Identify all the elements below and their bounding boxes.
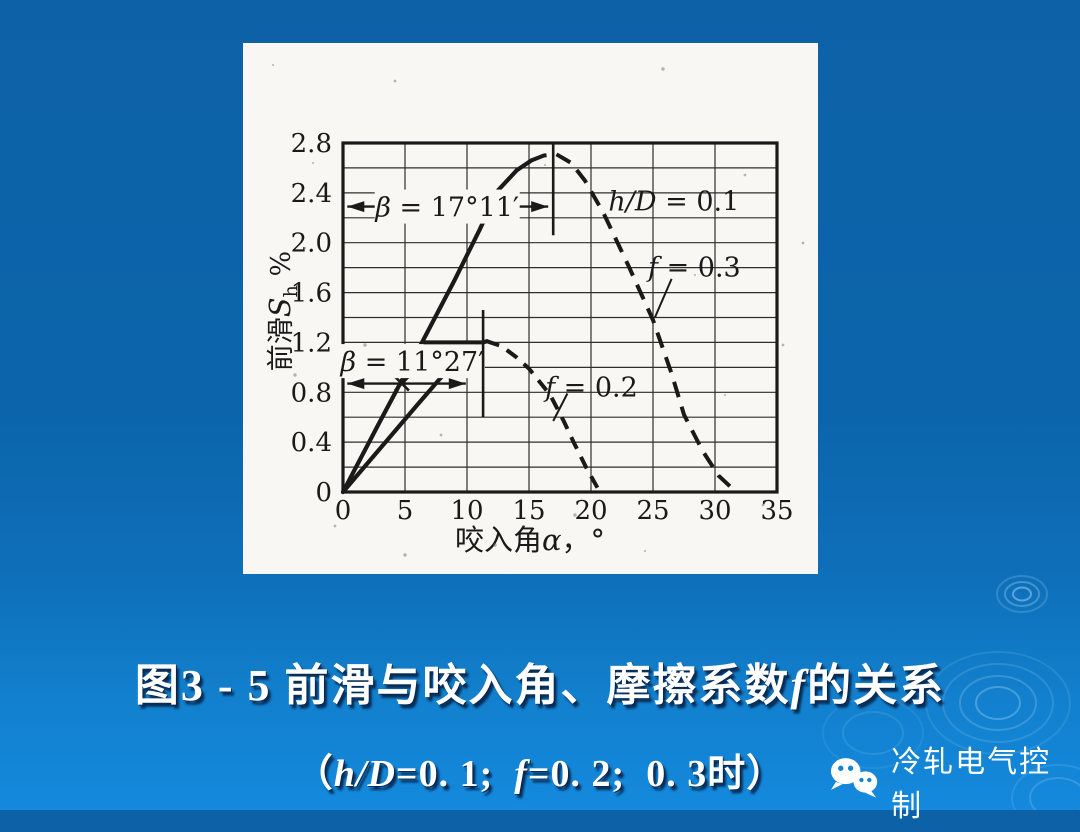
y-tick-label: 2.0: [291, 229, 332, 259]
chart-paper: 0 5 10 15 20 25 30 35 0 0.4 0.8 1.2 1.6 2.0 2.4 2.8 咬入角α…: [243, 43, 818, 574]
x-tick-label: 10: [450, 496, 483, 526]
caption-line-2: （h/D=0. 1; f=0. 2; 0. 3时）: [294, 753, 786, 796]
figure-caption: 图3 - 5 前滑与咬入角、摩擦系数f的关系 （h/D=0. 1; f=0. 2…: [0, 626, 1080, 832]
y-tick-label: 1.2: [291, 328, 332, 358]
y-tick-label: 0.8: [291, 378, 332, 408]
curve-label: h/D = 0.1: [608, 187, 739, 218]
watermark: 冷轧电气控制: [827, 737, 1080, 825]
label-leader-line: [552, 393, 569, 422]
x-tick-label: 15: [512, 496, 545, 526]
x-tick-label: 0: [335, 496, 352, 526]
y-tick-label: 0.4: [291, 428, 332, 458]
y-tick-label: 2.4: [291, 179, 332, 209]
x-tick-label: 20: [574, 496, 607, 526]
x-axis-title: 咬入角α，°: [455, 523, 605, 557]
ripple-decoration: [822, 575, 1080, 810]
y-tick-label: 2.8: [291, 129, 332, 159]
wechat-logo-icon: [830, 758, 878, 798]
x-tick-label: 35: [760, 496, 793, 526]
label-leader-line: [653, 278, 673, 318]
curve-1: [340, 152, 737, 495]
caption-line-1: 图3 - 5 前滑与咬入角、摩擦系数f的关系: [134, 661, 946, 710]
curve-label: f = 0.2: [543, 372, 638, 403]
plot-frame: [341, 141, 779, 494]
curve-label: f = 0.3: [646, 253, 741, 284]
x-tick-label: 5: [397, 496, 414, 526]
y-tick-label: 0: [315, 478, 332, 508]
beta-annotation: β = 17°11′: [347, 189, 549, 224]
slip-chart: 0 5 10 15 20 25 30 35 0 0.4 0.8 1.2 1.6 2.0 2.4 2.8 咬入角α…: [263, 64, 805, 557]
svg-text:β = 17°11′: β = 17°11′: [374, 193, 519, 224]
y-axis-title: 前滑Sh %: [263, 251, 302, 371]
svg-text:β = 11°27′: β = 11°27′: [340, 347, 485, 378]
watermark-label: 冷轧电气控制: [891, 746, 1052, 823]
y-tick-label: 1.6: [291, 279, 332, 309]
x-tick-label: 25: [636, 496, 669, 526]
x-tick-label: 30: [698, 496, 731, 526]
beta-annotation: β = 11°27′: [340, 344, 485, 392]
